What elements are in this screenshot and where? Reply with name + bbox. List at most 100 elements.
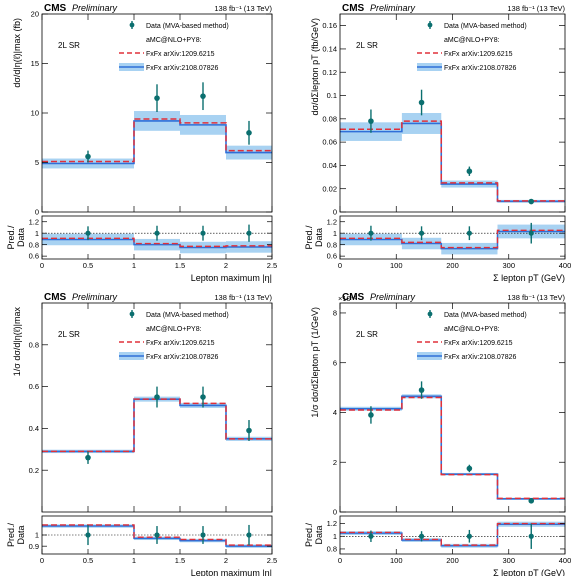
ratio-y-axis-label: Pred./Data bbox=[6, 522, 26, 547]
fxfx1-line bbox=[340, 396, 565, 500]
preliminary-label: Preliminary bbox=[72, 292, 118, 302]
region-label: 2L SR bbox=[58, 330, 80, 339]
legend-data-marker bbox=[427, 22, 433, 28]
cms-label: CMS bbox=[342, 292, 365, 303]
ytick-label: 0.12 bbox=[322, 68, 337, 77]
lumi-label: 138 fb⁻¹ (13 TeV) bbox=[507, 293, 565, 302]
legend-fxfx2-label: FxFx arXiv:2108.07826 bbox=[146, 65, 218, 72]
xtick-label: 0.5 bbox=[83, 261, 93, 270]
ratio-data-point-4 bbox=[246, 230, 252, 236]
ratio-ytick-label: 0.6 bbox=[29, 252, 39, 261]
data-point-2 bbox=[154, 95, 160, 101]
main-frame bbox=[41, 302, 273, 513]
region-label: 2L SR bbox=[356, 330, 378, 339]
xtick-label: 100 bbox=[390, 556, 403, 565]
ratio-data-point-3 bbox=[200, 230, 206, 236]
data-point-3 bbox=[466, 465, 473, 472]
cms-label: CMS bbox=[342, 3, 365, 14]
ratio-data-point-4 bbox=[528, 533, 534, 539]
legend-data-label: Data (MVA-based method) bbox=[146, 312, 229, 319]
ratio-ytick-label: 1 bbox=[35, 229, 39, 238]
ratio-data-point-1 bbox=[368, 230, 374, 236]
xtick-label: 400 bbox=[559, 556, 572, 565]
legend-fxfx1-label: FxFx arXiv:1209.6215 bbox=[146, 51, 215, 58]
ratio-data-point-3 bbox=[466, 533, 472, 539]
data-point-4 bbox=[246, 130, 252, 136]
ratio-data-point-2 bbox=[418, 533, 425, 539]
data-point-1 bbox=[85, 153, 91, 160]
ytick-label: 5 bbox=[35, 158, 39, 167]
xtick-label: 0 bbox=[338, 261, 342, 270]
ratio-ytick-label: 0.6 bbox=[327, 252, 337, 261]
ytick-label: 2 bbox=[333, 458, 337, 467]
xtick-label: 0 bbox=[40, 261, 44, 270]
data-point-4 bbox=[528, 198, 535, 205]
xtick-label: 2 bbox=[224, 261, 228, 270]
legend-data-label: Data (MVA-based method) bbox=[444, 312, 527, 319]
panel-2: 0 0.02 0.04 0.06 0.08 0.1 0.12 0.14 0.16dσ/dΣlep… bbox=[304, 3, 571, 283]
ratio-ytick-label: 0.8 bbox=[327, 240, 337, 249]
data-point-3 bbox=[200, 93, 206, 99]
panel-3: 0.2 0.4 0.6 0.8 1/σ dσ/d|η(ℓ)|max CMS Prelimin… bbox=[6, 292, 277, 576]
legend-mc-header: aMC@NLO+PY8: bbox=[444, 326, 500, 333]
x-axis-label: Σ lepton pT (GeV) bbox=[493, 568, 565, 576]
ytick-label: 20 bbox=[31, 10, 39, 19]
xtick-label: 1.5 bbox=[175, 556, 185, 565]
cms-label: CMS bbox=[44, 292, 67, 303]
ratio-data-point-1 bbox=[85, 230, 91, 236]
region-label: 2L SR bbox=[58, 41, 80, 50]
fxfx1-line bbox=[42, 118, 272, 163]
ytick-label: 8 bbox=[333, 309, 337, 318]
ytick-label: 15 bbox=[31, 59, 39, 68]
lumi-label: 138 fb⁻¹ (13 TeV) bbox=[214, 4, 272, 13]
xtick-label: 300 bbox=[502, 261, 515, 270]
ratio-data-point-2 bbox=[418, 230, 425, 236]
ratio-ytick-label: 1 bbox=[333, 229, 337, 238]
ratio-ytick-label: 0.8 bbox=[29, 240, 39, 249]
ytick-label: 0 bbox=[333, 208, 337, 217]
fxfx1-line bbox=[340, 120, 565, 202]
xtick-label: 300 bbox=[502, 556, 515, 565]
xtick-label: 200 bbox=[446, 556, 459, 565]
data-point-2 bbox=[418, 387, 425, 393]
ytick-label: 0.16 bbox=[322, 21, 337, 30]
ratio-ylabel-line1: Pred./ bbox=[6, 522, 16, 547]
data-point-4 bbox=[528, 498, 535, 504]
ratio-ytick-label: 0.8 bbox=[327, 545, 337, 554]
ratio-ytick-label: 1.2 bbox=[327, 217, 337, 226]
legend-fxfx2-label: FxFx arXiv:2108.07826 bbox=[444, 65, 516, 72]
data-point-3 bbox=[466, 168, 473, 175]
ratio-ylabel-line1: Pred./ bbox=[304, 225, 314, 250]
legend-mc-header: aMC@NLO+PY8: bbox=[444, 37, 500, 44]
data-point-4 bbox=[246, 427, 252, 434]
xtick-label: 400 bbox=[559, 261, 572, 270]
ratio-y-axis-label: Pred./Data bbox=[304, 225, 324, 250]
data-point-1 bbox=[368, 412, 374, 418]
y-axis-label: 1/σ dσ/d|η(ℓ)|max bbox=[12, 307, 22, 377]
preliminary-label: Preliminary bbox=[72, 3, 118, 13]
ytick-label: 6 bbox=[333, 358, 337, 367]
ratio-ylabel-line1: Pred./ bbox=[304, 522, 314, 547]
ytick-label: 0.1 bbox=[327, 91, 337, 100]
ratio-data-point-3 bbox=[466, 230, 472, 236]
ratio-ytick-label: 1 bbox=[35, 531, 39, 540]
ytick-label: 4 bbox=[333, 408, 337, 417]
data-point-1 bbox=[368, 118, 374, 124]
ratio-y-axis-label: Pred./Data bbox=[304, 522, 324, 547]
ytick-label: 0.06 bbox=[322, 138, 337, 147]
ytick-label: 0.04 bbox=[322, 161, 337, 170]
preliminary-label: Preliminary bbox=[370, 3, 416, 13]
legend-fxfx1-label: FxFx arXiv:1209.6215 bbox=[444, 51, 513, 58]
ytick-label: 0.02 bbox=[322, 184, 337, 193]
preliminary-label: Preliminary bbox=[370, 292, 416, 302]
legend-fxfx1-label: FxFx arXiv:1209.6215 bbox=[146, 340, 215, 347]
ytick-label: 0.4 bbox=[29, 424, 39, 433]
ratio-ytick-label: 1.2 bbox=[327, 519, 337, 528]
ratio-ylabel-line2: Data bbox=[16, 228, 26, 247]
cms-label: CMS bbox=[44, 3, 67, 14]
ratio-fxfx1-line bbox=[340, 522, 565, 546]
ratio-fxfx1-line bbox=[42, 524, 272, 546]
fxfx2-line bbox=[340, 122, 565, 203]
